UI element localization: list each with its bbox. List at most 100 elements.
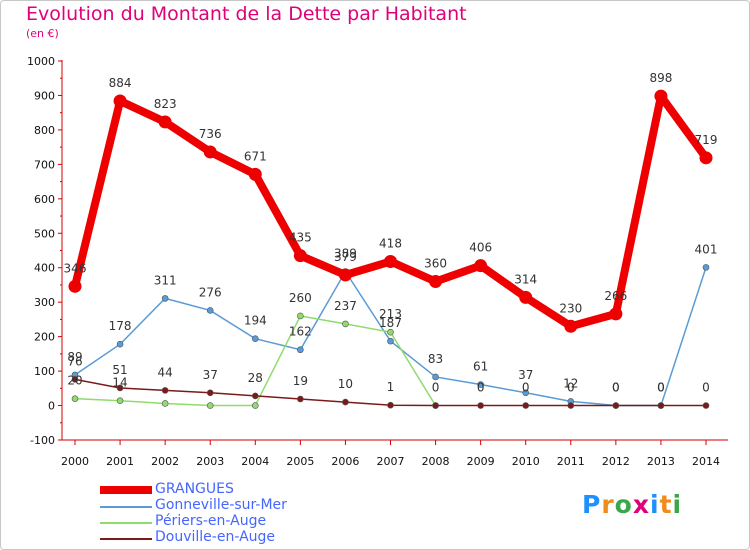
- x-tick-label: 2001: [106, 455, 134, 468]
- data-point: [387, 337, 394, 345]
- data-label: 89: [67, 350, 82, 364]
- data-label: 61: [473, 360, 488, 374]
- data-label: 435: [289, 231, 312, 245]
- data-point: [474, 259, 488, 273]
- y-tick-label: 0: [48, 400, 55, 413]
- data-point: [161, 387, 169, 394]
- legend-label: Périers-en-Auge: [155, 513, 267, 529]
- y-tick-label: 400: [34, 262, 55, 275]
- x-tick-label: 2000: [61, 455, 89, 468]
- data-point: [429, 275, 443, 289]
- data-label: 10: [338, 377, 353, 391]
- x-tick-label: 2002: [151, 455, 179, 468]
- data-point: [342, 398, 349, 406]
- data-point: [293, 249, 307, 263]
- x-tick-label: 2013: [647, 455, 675, 468]
- data-label: 823: [154, 97, 177, 111]
- data-label: 28: [248, 371, 263, 385]
- data-point: [251, 335, 259, 343]
- data-point: [522, 402, 530, 409]
- data-point: [702, 264, 710, 271]
- data-point: [158, 115, 172, 129]
- data-label: 389: [334, 247, 357, 261]
- data-label: 719: [695, 133, 718, 147]
- data-label: 311: [154, 273, 177, 287]
- data-label: 276: [199, 285, 222, 299]
- chart-title: Evolution du Montant de la Dette par Hab…: [26, 3, 467, 25]
- data-label: 44: [158, 365, 173, 379]
- legend-label: Douville-en-Auge: [155, 529, 276, 545]
- x-tick-label: 2007: [377, 455, 405, 468]
- data-point: [206, 402, 214, 409]
- data-point: [203, 145, 217, 159]
- data-label: 0: [702, 381, 710, 395]
- x-tick-label: 2010: [512, 455, 540, 468]
- x-tick-label: 2004: [241, 455, 269, 468]
- x-tick-label: 2012: [602, 455, 630, 468]
- data-label: 898: [649, 71, 672, 85]
- data-point: [251, 402, 259, 409]
- x-tick-label: 2006: [331, 455, 359, 468]
- logo-letter: P: [582, 490, 602, 519]
- data-label: 0: [657, 381, 665, 395]
- data-point: [609, 307, 623, 321]
- data-label: 230: [559, 301, 582, 315]
- data-point: [654, 89, 668, 103]
- data-label: 14: [112, 376, 127, 390]
- data-point: [297, 346, 304, 354]
- data-point: [477, 381, 484, 388]
- x-tick-label: 2005: [286, 455, 314, 468]
- data-point: [248, 167, 262, 181]
- data-point: [564, 319, 578, 333]
- legend-swatch: [100, 506, 152, 508]
- data-point: [297, 395, 304, 403]
- data-label: 162: [289, 325, 312, 339]
- logo-letter: x: [632, 490, 650, 519]
- logo-letter: t: [659, 490, 673, 519]
- data-label: 37: [203, 368, 218, 382]
- data-label: 237: [334, 299, 357, 313]
- data-label: 314: [514, 272, 537, 286]
- y-tick-label: 900: [34, 89, 55, 102]
- data-point: [297, 312, 304, 320]
- legend-label: GRANGUES: [155, 481, 234, 497]
- x-tick-label: 2008: [422, 455, 450, 468]
- data-label: 401: [695, 242, 718, 256]
- data-point: [71, 376, 79, 383]
- data-label: 187: [379, 316, 402, 330]
- data-point: [519, 290, 533, 304]
- data-label: 418: [379, 237, 402, 251]
- data-label: 1: [387, 380, 395, 394]
- data-point: [522, 389, 530, 397]
- y-tick-label: 1000: [27, 55, 55, 68]
- data-label: 178: [109, 319, 132, 333]
- legend-swatch: [100, 486, 152, 494]
- proxiti-logo: Proxiti: [582, 490, 682, 519]
- data-point: [161, 295, 169, 302]
- data-label: 213: [379, 307, 402, 321]
- data-point: [699, 151, 713, 165]
- data-label: 194: [244, 314, 267, 328]
- data-label: 0: [612, 381, 620, 395]
- y-tick-label: -100: [30, 434, 55, 447]
- data-point: [657, 402, 665, 409]
- y-tick-label: 300: [34, 296, 55, 309]
- data-label: 0: [567, 381, 575, 395]
- data-point: [432, 373, 439, 381]
- data-point: [702, 402, 710, 409]
- data-point: [612, 402, 620, 409]
- data-label: 736: [199, 127, 222, 141]
- data-label: 379: [334, 250, 357, 264]
- y-tick-label: 800: [34, 124, 55, 137]
- x-tick-label: 2014: [692, 455, 720, 468]
- data-point: [251, 392, 259, 400]
- x-tick-label: 2009: [467, 455, 495, 468]
- data-point: [206, 307, 214, 314]
- legend-swatch: [100, 538, 152, 540]
- data-point: [384, 255, 397, 269]
- data-point: [116, 397, 124, 405]
- data-point: [116, 384, 124, 392]
- y-tick-label: 700: [34, 158, 55, 171]
- data-label: 51: [112, 363, 127, 377]
